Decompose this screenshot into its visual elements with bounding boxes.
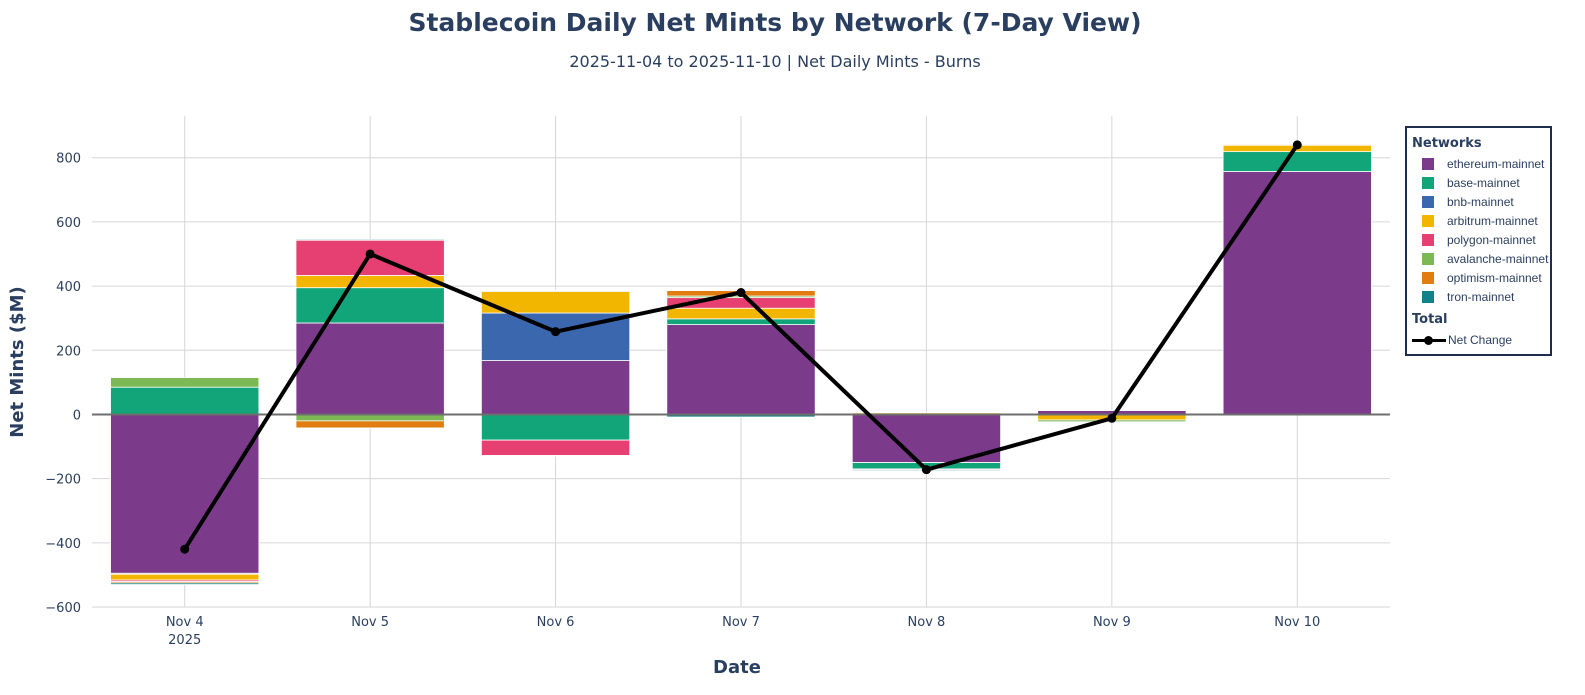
net-change-point bbox=[736, 288, 746, 298]
bar-segment-polygon-mainnet bbox=[1037, 409, 1187, 411]
legend-label: bnb-mainnet bbox=[1447, 194, 1514, 209]
legend-label: optimism-mainnet bbox=[1447, 270, 1542, 285]
x-axis-title: Date bbox=[713, 657, 761, 678]
bar-segment-optimism-mainnet bbox=[295, 420, 445, 429]
x-tick-label: Nov 8 bbox=[908, 615, 946, 630]
legend-item-optimism-mainnet[interactable]: optimism-mainnet bbox=[1412, 268, 1550, 287]
net-change-point bbox=[551, 327, 561, 337]
y-tick-label: −600 bbox=[45, 601, 81, 616]
x-tick-label: Nov 7 bbox=[722, 615, 760, 630]
tick-labels: 800 600 400 200 0 −200 −400 −600 Nov 4 Nov 5 Nov 6… bbox=[45, 152, 1320, 648]
y-tick-label: 600 bbox=[56, 216, 81, 231]
legend-item-polygon-mainnet[interactable]: polygon-mainnet bbox=[1412, 230, 1550, 249]
y-tick-label: 200 bbox=[56, 344, 81, 359]
legend-label-net-change: Net Change bbox=[1448, 332, 1513, 347]
legend-swatch bbox=[1422, 290, 1434, 303]
legend-label: polygon-mainnet bbox=[1447, 232, 1536, 247]
x-tick-label: Nov 5 bbox=[351, 615, 389, 630]
legend-swatch bbox=[1422, 157, 1434, 170]
y-tick-label: 0 bbox=[73, 408, 81, 423]
net-change-line-swatch bbox=[1412, 334, 1446, 346]
net-change-point bbox=[180, 544, 190, 554]
bar-segment-ethereum-mainnet bbox=[666, 324, 816, 415]
net-change-point bbox=[1292, 140, 1302, 150]
bar-segment-tron-mainnet bbox=[480, 289, 631, 291]
x-tick-label: Nov 9 bbox=[1093, 615, 1131, 630]
legend-swatch bbox=[1422, 176, 1434, 189]
legend-swatch bbox=[1422, 252, 1434, 265]
y-tick-label: 800 bbox=[56, 152, 81, 167]
bars bbox=[110, 143, 1372, 585]
legend-item-arbitrum-mainnet[interactable]: arbitrum-mainnet bbox=[1412, 211, 1550, 230]
net-change-point bbox=[921, 465, 931, 475]
x-tick-label: Nov 6 bbox=[537, 615, 575, 630]
legend-swatch bbox=[1422, 214, 1434, 227]
y-tick-label: 400 bbox=[56, 280, 81, 295]
legend-label: avalanche-mainnet bbox=[1447, 251, 1549, 266]
legend-label: arbitrum-mainnet bbox=[1447, 213, 1538, 228]
legend-item-ethereum-mainnet[interactable]: ethereum-mainnet bbox=[1412, 154, 1550, 173]
legend-total-title: Total bbox=[1412, 312, 1448, 327]
legend-swatch bbox=[1422, 195, 1434, 208]
bar-segment-ethereum-mainnet bbox=[1222, 171, 1372, 415]
y-axis-title: Net Mints ($M) bbox=[7, 286, 28, 438]
legend-item-tron-mainnet[interactable]: tron-mainnet bbox=[1412, 287, 1550, 306]
legend-label: base-mainnet bbox=[1447, 175, 1520, 190]
bar-segment-polygon-mainnet bbox=[480, 439, 631, 456]
chart-title: Stablecoin Daily Net Mints by Network (7… bbox=[408, 8, 1142, 37]
bar-segment-ethereum-mainnet bbox=[480, 360, 631, 415]
legend-title: Networks bbox=[1412, 136, 1482, 151]
legend-swatch bbox=[1422, 233, 1434, 246]
legend-item-net-change[interactable]: Net Change bbox=[1412, 330, 1550, 349]
y-tick-label: −400 bbox=[45, 537, 81, 552]
bar-segment-optimism-mainnet bbox=[480, 455, 631, 457]
bar-segment-ethereum-mainnet bbox=[295, 322, 445, 415]
y-tick-label: −200 bbox=[45, 473, 81, 488]
bar-segment-arbitrum-mainnet bbox=[666, 307, 816, 320]
legend-label: ethereum-mainnet bbox=[1447, 156, 1545, 171]
legend-item-base-mainnet[interactable]: base-mainnet bbox=[1412, 173, 1550, 192]
bar-segment-tron-mainnet bbox=[295, 238, 445, 241]
legend-item-bnb-mainnet[interactable]: bnb-mainnet bbox=[1412, 192, 1550, 211]
net-change-series bbox=[180, 140, 1302, 554]
legend-items: ethereum-mainnet base-mainnet bnb-mainnet a… bbox=[1412, 154, 1550, 306]
chart-plot: 800 600 400 200 0 −200 −400 −600 Nov 4 Nov 5 Nov 6… bbox=[7, 116, 1390, 678]
bar-segment-tron-mainnet bbox=[110, 582, 260, 585]
legend-item-avalanche-mainnet[interactable]: avalanche-mainnet bbox=[1412, 249, 1550, 268]
legend-label: tron-mainnet bbox=[1447, 289, 1515, 304]
bar-segment-arbitrum-mainnet bbox=[110, 573, 260, 581]
bar-segment-base-mainnet bbox=[666, 318, 816, 325]
x-tick-label: Nov 4 bbox=[166, 615, 204, 630]
legend-swatch bbox=[1422, 271, 1434, 284]
legend[interactable]: Networks ethereum-mainnet base-mainnet bnb… bbox=[1405, 126, 1552, 356]
bar-segment-base-mainnet bbox=[480, 414, 631, 441]
chart-subtitle: 2025-11-04 to 2025-11-10 | Net Daily Min… bbox=[569, 52, 981, 71]
bar-segment-base-mainnet bbox=[110, 386, 260, 415]
x-tick-label: Nov 10 bbox=[1274, 615, 1320, 630]
x-tick-year-label: 2025 bbox=[168, 633, 201, 648]
net-change-point bbox=[365, 249, 375, 259]
bar-segment-base-mainnet bbox=[1222, 151, 1372, 172]
net-change-point bbox=[1107, 413, 1117, 423]
bar-segment-base-mainnet bbox=[295, 287, 445, 324]
bar-segment-avalanche-mainnet bbox=[110, 377, 260, 388]
